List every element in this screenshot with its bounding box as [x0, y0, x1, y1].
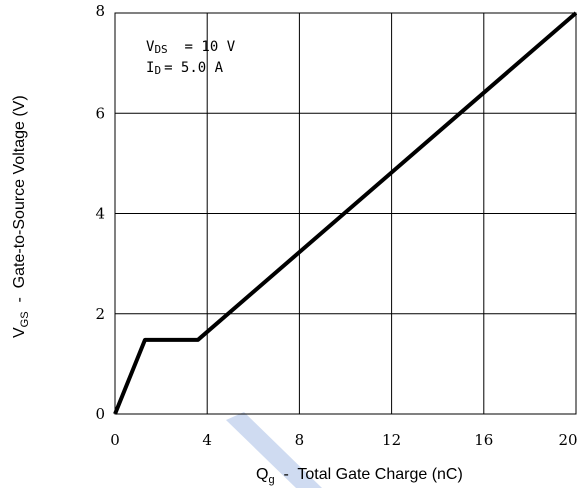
x-tick-label: 16	[474, 431, 493, 449]
series-group	[113, 11, 577, 415]
x-tick-label: 12	[382, 431, 401, 449]
x-tick-label: 8	[295, 431, 305, 449]
tick-labels: 0 4 8 12 16 20 0 2 4 6 8	[95, 2, 577, 449]
y-tick-label: 4	[95, 205, 105, 223]
x-tick-label: 0	[110, 431, 120, 449]
annotation-id: ID = 5.0 A	[146, 60, 224, 77]
y-axis-title: VGS - Gate-to-Source Voltage (V)	[11, 95, 31, 338]
series-line	[113, 11, 577, 415]
plot-frame	[114, 12, 577, 415]
watermark-shape	[226, 412, 322, 488]
x-tick-label: 20	[558, 431, 577, 449]
annotation-vds: VDS = 10 V	[146, 39, 236, 56]
x-axis-title: Qg - Total Gate Charge (nC)	[256, 466, 463, 486]
y-tick-label: 8	[95, 2, 105, 20]
x-tick-label: 4	[202, 431, 212, 449]
y-tick-label: 6	[95, 104, 105, 122]
y-tick-label: 0	[95, 405, 105, 423]
y-tick-label: 2	[95, 305, 105, 323]
